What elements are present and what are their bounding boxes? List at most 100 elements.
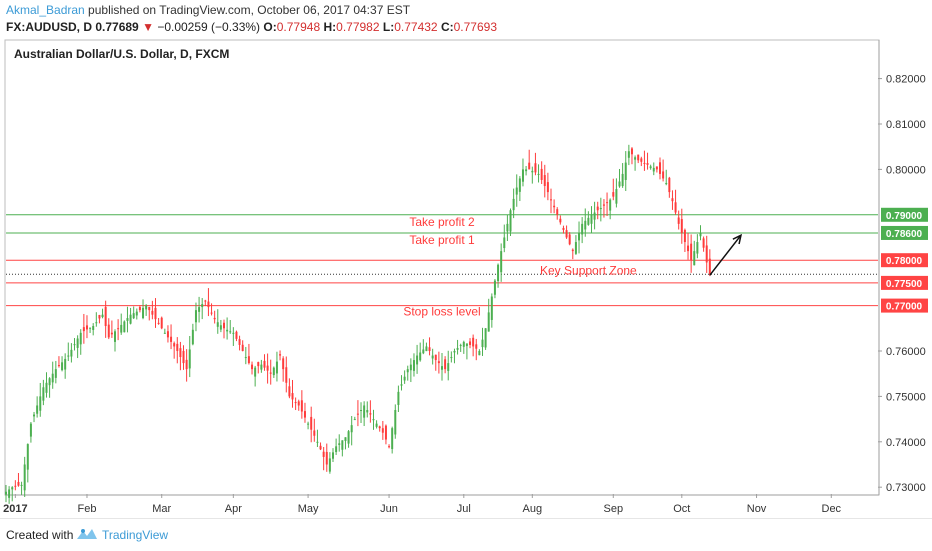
- candle-body: [151, 310, 154, 315]
- candle-body: [593, 212, 596, 220]
- symbol-label: FX:AUDUSD, D: [6, 20, 92, 34]
- candle-body: [391, 428, 394, 450]
- candle-body: [201, 304, 204, 308]
- price-chart[interactable]: Australian Dollar/U.S. Dollar, D, FXCM 0…: [0, 38, 932, 518]
- candle-body: [671, 198, 674, 202]
- candle-body: [238, 339, 241, 345]
- candle-body: [341, 440, 344, 450]
- candle-body: [89, 327, 92, 329]
- candle-body: [313, 430, 316, 436]
- candle-body: [67, 355, 70, 357]
- candle-body: [419, 352, 422, 361]
- level-label: Stop loss level: [403, 305, 480, 319]
- level-label: Take profit 1: [409, 233, 475, 247]
- candle-body: [142, 307, 145, 319]
- close-value: 0.77693: [453, 20, 498, 34]
- candle-body: [559, 218, 562, 223]
- candle-body: [129, 314, 132, 324]
- candle-body: [251, 364, 254, 370]
- candle-body: [61, 362, 64, 371]
- candle-body: [590, 214, 593, 224]
- candle-body: [48, 378, 51, 386]
- x-tick-label: Oct: [673, 503, 690, 515]
- candle-body: [363, 405, 366, 418]
- candle-body: [179, 348, 182, 358]
- candle-body: [223, 322, 225, 329]
- candle-body: [356, 413, 359, 415]
- footer: Created with TradingView: [0, 518, 932, 551]
- candle-body: [409, 364, 412, 371]
- candle-body: [618, 181, 621, 187]
- candle-body: [400, 384, 403, 386]
- chart-header: Akmal_Badran published on TradingView.co…: [0, 0, 932, 38]
- close-label: C:: [440, 20, 454, 34]
- candle-body: [316, 441, 319, 443]
- candle-body: [375, 423, 378, 427]
- candle-body: [384, 425, 387, 440]
- chart-area[interactable]: Australian Dollar/U.S. Dollar, D, FXCM 0…: [0, 38, 932, 518]
- candle-body: [581, 223, 584, 235]
- open-label: O:: [263, 20, 277, 34]
- level-price-text: 0.78000: [886, 256, 923, 267]
- candle-body: [493, 280, 496, 295]
- candle-body: [609, 199, 612, 211]
- candle-body: [565, 230, 568, 238]
- author-link[interactable]: Akmal_Badran: [6, 3, 85, 17]
- candle-body: [506, 223, 509, 232]
- candle-body: [335, 446, 338, 453]
- forecast-arrow: [709, 234, 742, 276]
- level-price-text: 0.79000: [886, 211, 923, 222]
- candle-body: [521, 169, 524, 182]
- chart-title: Australian Dollar/U.S. Dollar, D, FXCM: [14, 47, 229, 61]
- candle-body: [176, 343, 179, 351]
- candle-body: [198, 307, 201, 312]
- candle-body: [708, 258, 711, 275]
- candle-body: [120, 324, 123, 333]
- candle-body: [350, 425, 353, 433]
- candle-body: [92, 326, 95, 330]
- candle-body: [263, 360, 266, 368]
- candle-body: [160, 317, 163, 329]
- candle-body: [649, 166, 652, 169]
- candle-body: [79, 332, 82, 345]
- candle-body: [369, 413, 372, 415]
- candle-body: [266, 365, 269, 371]
- candle-body: [294, 402, 297, 404]
- candle-body: [668, 177, 671, 193]
- tradingview-logo-icon[interactable]: [76, 527, 98, 541]
- candle-body: [98, 314, 101, 319]
- tradingview-link[interactable]: TradingView: [102, 528, 169, 542]
- x-tick-label: Aug: [523, 503, 543, 515]
- candle-body: [104, 306, 107, 327]
- candle-body: [534, 163, 537, 173]
- x-tick-label: Sep: [603, 503, 623, 515]
- candle-body: [537, 173, 540, 175]
- candle-body: [344, 437, 347, 441]
- candle-body: [207, 301, 210, 308]
- candle-body: [596, 206, 599, 211]
- candle-body: [117, 328, 120, 330]
- candle-body: [229, 331, 232, 333]
- candle-body: [553, 205, 556, 208]
- candle-body: [394, 410, 397, 435]
- candle-body: [518, 178, 521, 192]
- arrow-head-icon: [732, 233, 743, 245]
- candle-body: [643, 162, 646, 164]
- candle-body: [216, 322, 219, 327]
- candle-body: [145, 305, 148, 310]
- candle-body: [260, 364, 263, 370]
- candle-body: [254, 367, 257, 377]
- candle-body: [328, 458, 331, 472]
- x-tick-label: Apr: [225, 503, 242, 515]
- created-with-text: Created with: [6, 528, 74, 542]
- high-label: H:: [323, 20, 337, 34]
- candle-body: [425, 346, 428, 352]
- candle-body: [138, 307, 141, 311]
- x-tick-label: 2017: [3, 503, 27, 515]
- candle-body: [556, 209, 559, 215]
- candle-body: [459, 344, 462, 346]
- candle-body: [36, 405, 39, 414]
- candle-body: [465, 343, 468, 347]
- candle-body: [612, 192, 615, 197]
- candle-body: [403, 376, 406, 381]
